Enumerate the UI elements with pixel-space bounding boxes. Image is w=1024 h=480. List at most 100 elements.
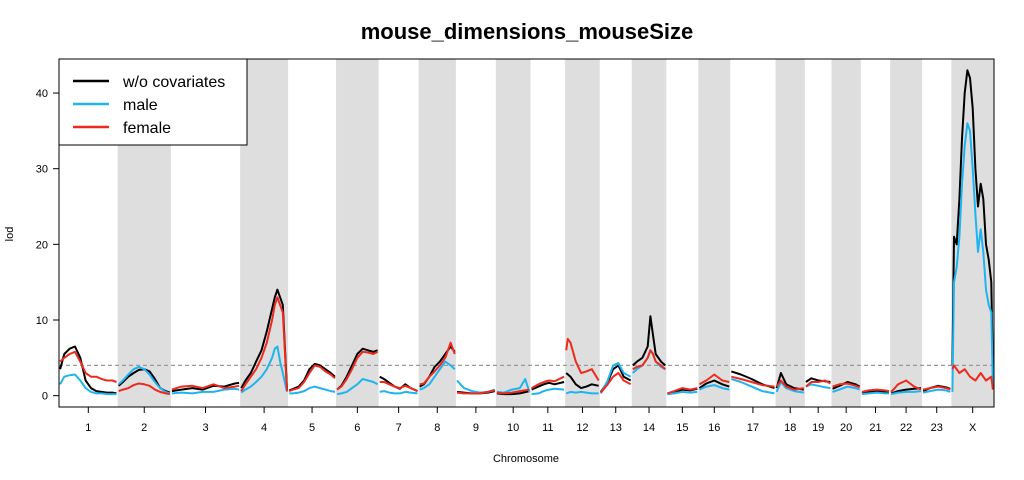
series-line-2-chr-6 (336, 350, 379, 391)
x-tick-label-chr-6: 6 (354, 422, 360, 434)
x-tick-label-chr-14: 14 (643, 422, 655, 434)
series-line-2-chr-17 (731, 375, 775, 388)
x-tick-label-chr-17: 17 (747, 422, 759, 434)
series-line-1-chr-16 (699, 384, 730, 391)
series-line-1-chr-13 (599, 362, 632, 394)
series-line-2-chr-13 (600, 372, 632, 394)
chart-title: mouse_dimensions_mouseSize (361, 19, 694, 44)
x-tick-label-chr-16: 16 (708, 422, 720, 434)
x-tick-label-chr-19: 19 (812, 422, 824, 434)
x-tick-label-chr-1: 1 (85, 422, 91, 434)
x-tick-label-chr-20: 20 (840, 422, 852, 434)
series-line-2-chr-11 (531, 375, 565, 389)
series-line-1-chr-5 (289, 385, 336, 395)
y-tick-label-0: 0 (42, 391, 48, 403)
series-line-2-chr-2 (118, 382, 170, 396)
x-tick-label-chr-13: 13 (610, 422, 622, 434)
series-line-2-chr-21 (861, 388, 890, 393)
series-line-0-chr-16 (698, 379, 730, 389)
series-line-1-chr-15 (667, 390, 698, 396)
series-line-2-chr-9 (456, 389, 496, 395)
series-line-0-chr-20 (832, 381, 861, 390)
y-axis-label: lod (4, 227, 16, 242)
chromosome-bands (117, 59, 994, 407)
series-line-1-chr-11 (531, 387, 565, 396)
x-tick-label-chr-8: 8 (434, 422, 440, 434)
y-tick-label-40: 40 (36, 88, 48, 100)
series-line-2-chr-5 (288, 364, 336, 393)
legend-box (58, 58, 248, 146)
series-line-2-chr-4 (240, 296, 288, 392)
series-2 (59, 296, 994, 396)
x-tick-label-chr-12: 12 (576, 422, 588, 434)
series-line-0-chr-3 (171, 381, 240, 393)
band-chr-20 (831, 59, 861, 407)
band-chr-8 (418, 59, 456, 407)
series-line-1-chr-8 (419, 360, 456, 391)
series-line-1-chr-7 (379, 390, 418, 395)
band-chr-22 (890, 59, 923, 407)
series-line-2-chr-23 (922, 385, 951, 391)
x-tick-label-chr-11: 11 (542, 422, 553, 434)
series-line-2-chr-15 (667, 387, 698, 395)
series-line-1-chr-18 (775, 381, 804, 394)
series-line-1-chr-19 (805, 383, 831, 390)
series-line-0-chr-11 (531, 381, 565, 391)
series-layer (59, 69, 994, 396)
band-chr-16 (698, 59, 731, 407)
x-tick-label-chr-9: 9 (473, 422, 479, 434)
x-tick-label-chr-18: 18 (784, 422, 796, 434)
series-line-2-chr-14 (632, 349, 666, 371)
y-tick-label-20: 20 (36, 239, 48, 251)
x-axis-label: Chromosome (493, 453, 559, 465)
series-line-1-chr-12 (565, 390, 599, 395)
y-tick-label-30: 30 (36, 164, 48, 176)
x-tick-label-chr-10: 10 (507, 422, 519, 434)
series-line-2-chr-8 (419, 341, 456, 386)
series-line-1-chr-2 (118, 365, 171, 395)
band-chr-18 (775, 59, 805, 407)
legend-label-1: male (123, 97, 158, 114)
series-line-1-chr-3 (171, 387, 240, 395)
x-tick-label-chr-3: 3 (202, 422, 208, 434)
series-line-1-chr-22 (890, 390, 922, 396)
series-line-2-chr-16 (698, 373, 730, 386)
series-line-0-chr-4 (240, 288, 288, 390)
series-line-2-chr-1 (59, 350, 117, 383)
x-axis: 1 2 3 4 5 6 7 8 9 10 11 12 13 14 15 16 17 18 19 20 21 22 23 X (85, 407, 977, 434)
series-line-1-chr-17 (731, 378, 775, 395)
series-line-0-chr-1 (59, 345, 117, 395)
y-axis: 0 10 20 30 40 (36, 88, 60, 403)
series-line-1-chr-23 (922, 388, 951, 394)
series-line-0-chr-12 (565, 372, 599, 390)
band-chr-14 (631, 59, 667, 407)
legend-label-2: female (123, 120, 171, 137)
band-chr-6 (336, 59, 379, 407)
x-tick-label-chr-7: 7 (396, 422, 402, 434)
series-line-1-chr-X (951, 122, 994, 392)
series-line-1-chr-4 (240, 345, 288, 394)
x-tick-label-chr-23: 23 (931, 422, 943, 434)
x-tick-label-chr-15: 15 (676, 422, 688, 434)
series-line-2-chr-3 (171, 383, 240, 391)
series-line-1-chr-6 (336, 378, 379, 396)
series-line-1-chr-1 (59, 373, 117, 396)
x-tick-label-chr-21: 21 (869, 422, 881, 434)
x-tick-label-chr-2: 2 (141, 422, 147, 434)
series-line-0-chr-14 (632, 315, 666, 367)
series-line-1-chr-21 (861, 391, 889, 396)
series-line-2-chr-18 (775, 379, 804, 391)
series-line-2-chr-7 (379, 381, 418, 393)
series-line-0-chr-X (951, 69, 994, 374)
series-line-2-chr-10 (496, 388, 530, 395)
x-tick-label-chr-X: X (969, 422, 977, 434)
series-line-1-chr-20 (832, 385, 861, 393)
series-line-2-chr-22 (890, 379, 922, 393)
x-tick-label-chr-4: 4 (261, 422, 267, 434)
y-tick-label-10: 10 (36, 315, 48, 327)
legend: w/o covariates male female (58, 58, 248, 146)
series-1 (59, 122, 994, 396)
series-line-2-chr-12 (565, 337, 600, 382)
x-tick-label-chr-22: 22 (900, 422, 912, 434)
